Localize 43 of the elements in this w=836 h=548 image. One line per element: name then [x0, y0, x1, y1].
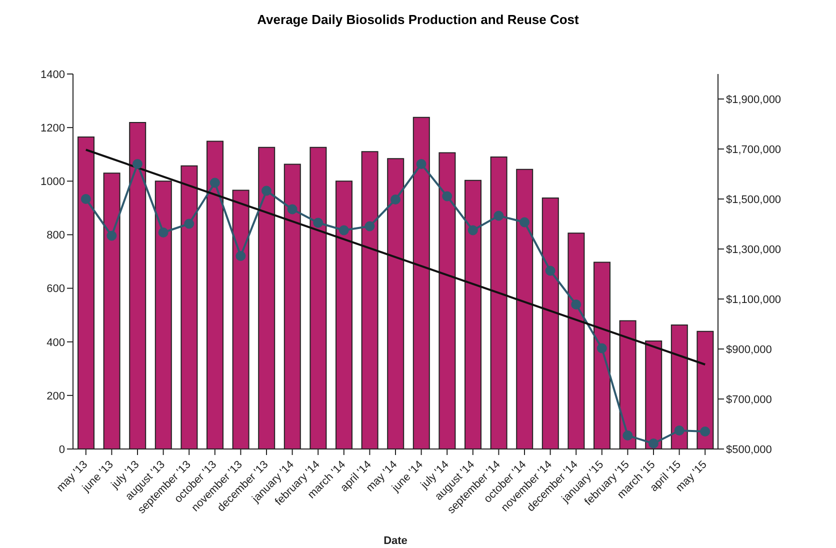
y-tick-label: 1200: [40, 122, 65, 134]
point: [132, 159, 142, 169]
y-tick-label: 0: [58, 444, 65, 456]
point: [545, 266, 556, 276]
point: [80, 194, 91, 204]
chart-title: Average Daily Biosolids Production and Reuse Cost: [256, 11, 580, 29]
y2-tick-label: $1,500,000: [726, 194, 782, 206]
y2-tick-label: $500,000: [726, 444, 772, 456]
point: [648, 438, 658, 448]
point: [313, 218, 324, 228]
y2-tick-label: $1,300,000: [726, 244, 782, 256]
y-tick-label: 1000: [40, 176, 65, 188]
point: [390, 194, 400, 204]
point: [262, 186, 272, 196]
point: [210, 178, 220, 188]
point: [520, 217, 530, 228]
point: [674, 426, 684, 436]
point: [596, 343, 607, 354]
y2-tick-label: $1,900,000: [726, 94, 782, 106]
y-tick-label: 800: [46, 230, 65, 242]
y2-tick-label: $700,000: [726, 394, 772, 406]
y-tick-label: 400: [46, 336, 65, 349]
point: [700, 426, 710, 436]
point: [468, 225, 478, 236]
point: [494, 210, 504, 221]
point: [622, 430, 633, 440]
y-tick-label: 200: [46, 390, 65, 402]
point: [338, 225, 349, 236]
y2-tick-label: $900,000: [726, 344, 772, 356]
y-tick-label: 1400: [40, 68, 65, 81]
point: [416, 159, 426, 169]
y-tick-label: 600: [46, 283, 65, 296]
point: [158, 228, 168, 238]
point: [442, 191, 452, 202]
y2-tick-label: $1,100,000: [726, 294, 782, 306]
point: [287, 204, 298, 214]
point: [571, 300, 582, 310]
y2-tick-label: $1,700,000: [726, 144, 782, 156]
x-axis-title: Date: [384, 535, 408, 547]
point: [106, 230, 117, 241]
point: [184, 218, 194, 229]
point: [364, 221, 375, 232]
point: [236, 251, 246, 261]
